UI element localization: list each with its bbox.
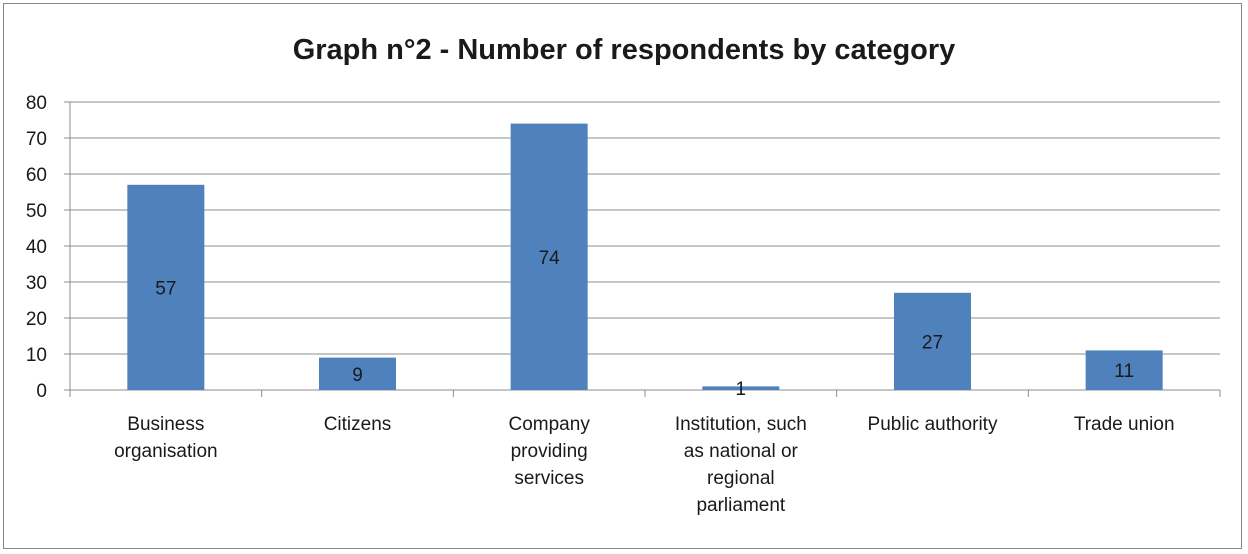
data-label: 1 (736, 379, 747, 400)
x-category-label-line: services (514, 468, 584, 489)
x-category-label: Public authority (868, 414, 998, 435)
labels: 0 10 20 30 40 50 60 70 80 57 Business organisation 9… (26, 93, 1175, 516)
bar (894, 292, 971, 390)
y-tick-label: 80 (26, 93, 47, 114)
data-label: 57 (155, 278, 176, 299)
x-category-label-line: Company (509, 414, 591, 435)
y-tick-label: 10 (26, 345, 47, 366)
bar (319, 357, 396, 390)
chart-title: Graph n°2 - Number of respondents by cat… (292, 34, 956, 66)
x-category-label: Business organisation (114, 414, 218, 462)
x-category-label: Trade union (1074, 414, 1175, 435)
x-category-label-line: Citizens (324, 414, 392, 435)
chart-frame (3, 3, 1242, 549)
bar (510, 123, 588, 390)
x-category-label: Institution, such as national or regional p… (675, 414, 807, 516)
x-category-label-line: Business (127, 414, 204, 435)
x-category-label-line: regional (707, 468, 775, 489)
data-label: 9 (352, 365, 363, 386)
y-tick-label: 0 (36, 381, 47, 402)
y-tick-label: 40 (26, 237, 47, 258)
x-category-label-line: parliament (696, 495, 785, 516)
bars (127, 123, 1163, 390)
x-category-label: Company providing services (509, 414, 591, 489)
gridlines (70, 101, 1220, 355)
data-label: 27 (922, 332, 943, 353)
bar (127, 184, 205, 390)
y-tick-label: 30 (26, 273, 47, 294)
x-category-label-line: Institution, such (675, 414, 807, 435)
data-label: 74 (539, 248, 561, 269)
x-category-label-line: providing (511, 441, 588, 462)
bar (702, 386, 780, 390)
x-category-label-line: Trade union (1074, 414, 1175, 435)
bar (1085, 350, 1163, 390)
x-category-label-line: Public authority (868, 414, 998, 435)
x-category-label: Citizens (324, 414, 392, 435)
y-tick-label: 60 (26, 165, 47, 186)
axes (64, 101, 1221, 397)
x-category-label-line: as national or (684, 441, 799, 462)
y-tick-label: 20 (26, 309, 47, 330)
x-category-label-line: organisation (114, 441, 218, 462)
y-tick-label: 50 (26, 201, 47, 222)
y-tick-label: 70 (26, 129, 47, 150)
data-label: 11 (1114, 361, 1134, 382)
